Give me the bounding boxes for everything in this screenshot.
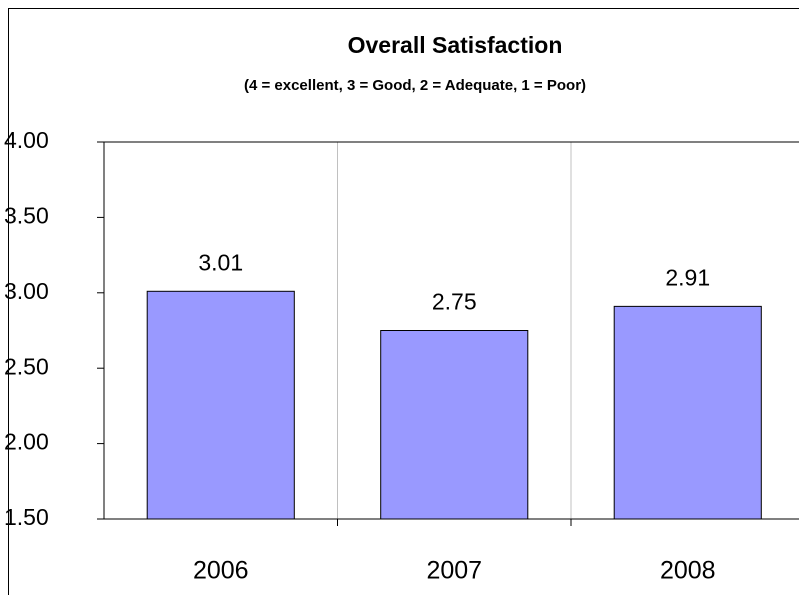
data-label: 2.75 (432, 289, 477, 315)
y-tick-label: 2.50 (4, 353, 49, 379)
y-tick-label: 2.00 (4, 429, 49, 455)
x-tick-label: 2007 (426, 557, 482, 585)
y-tick-label: 3.00 (4, 278, 49, 304)
chart-frame (8, 8, 799, 595)
y-tick-label: 3.50 (4, 202, 49, 228)
bar (380, 330, 529, 520)
y-tick-label: 1.50 (4, 504, 49, 530)
data-label: 2.91 (665, 264, 710, 290)
bar (146, 290, 295, 520)
chart-subtitle: (4 = excellent, 3 = Good, 2 = Adequate, … (244, 77, 586, 94)
x-tick-label: 2008 (660, 557, 716, 585)
x-tick-label: 2006 (193, 557, 249, 585)
data-label: 3.01 (198, 249, 243, 275)
chart-title: Overall Satisfaction (348, 32, 563, 58)
bar (613, 305, 762, 520)
y-tick-label: 4.00 (4, 127, 49, 153)
